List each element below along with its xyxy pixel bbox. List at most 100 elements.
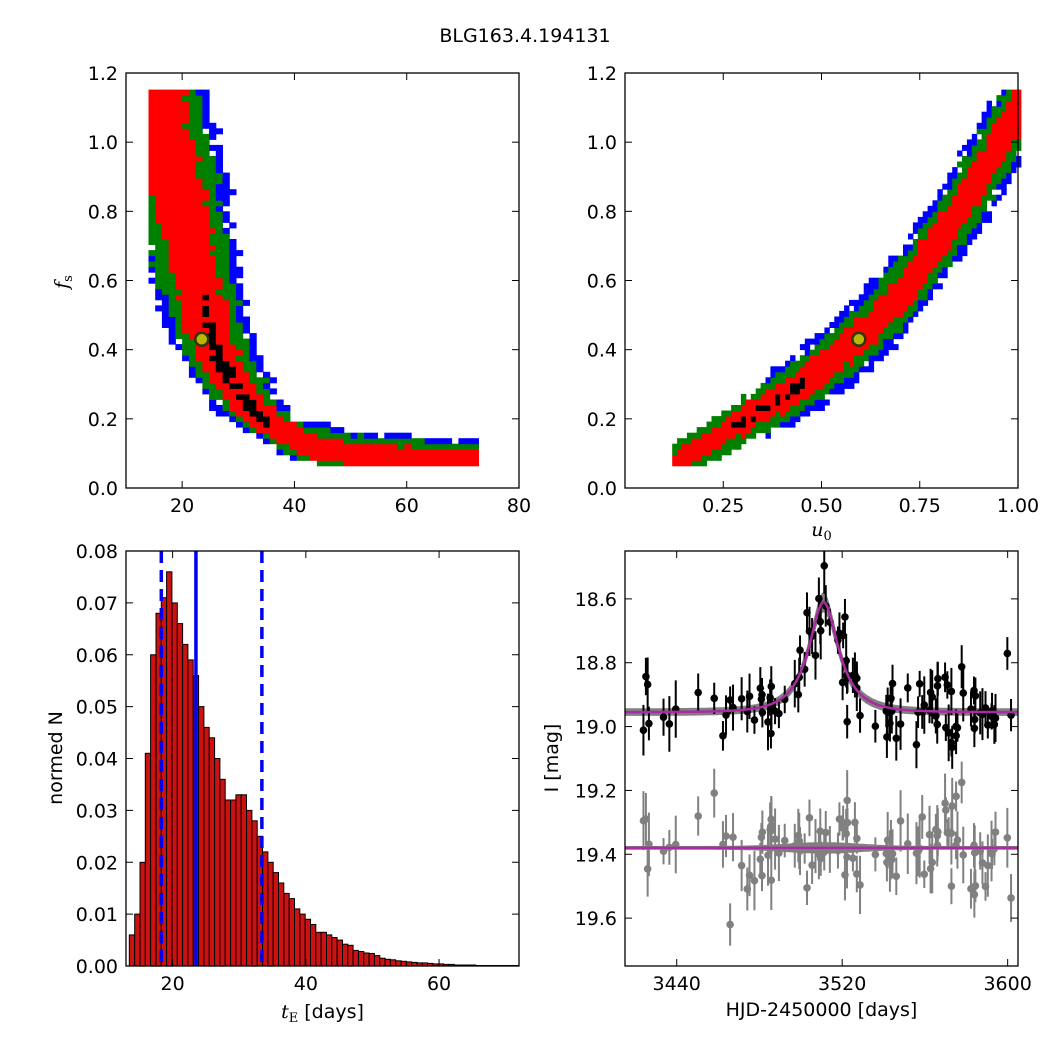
photometry-point: [722, 711, 730, 719]
sigma1-cell: [168, 189, 176, 196]
sigma1-cell: [236, 349, 244, 356]
sigma2-cell: [770, 416, 776, 423]
sigma1-cell: [155, 167, 163, 174]
sigma2-cell: [202, 167, 210, 174]
sigma1-cell: [310, 454, 318, 461]
residual-point: [671, 840, 680, 849]
sigma2-cell: [898, 316, 904, 323]
sigma3-cell: [222, 410, 230, 417]
sigma3-cell: [853, 377, 860, 384]
sigma1-cell: [269, 416, 277, 423]
sigma2-cell: [883, 333, 889, 340]
sigma2-cell: [829, 377, 835, 384]
sigma1-cell: [922, 239, 929, 245]
sigma1-cell: [155, 172, 163, 179]
sigma2-cell: [209, 200, 217, 207]
sigma2-cell: [364, 438, 372, 445]
sigma1-cell: [1011, 122, 1017, 129]
sigma2-cell: [215, 172, 223, 179]
histogram-bar: [134, 913, 141, 967]
sigma2-cell: [858, 360, 865, 367]
sigma3-cell: [903, 244, 909, 251]
sigma1-cell: [966, 172, 973, 179]
sigma1-cell: [912, 288, 919, 295]
best-cell: [202, 294, 210, 301]
sigma2-cell: [726, 410, 732, 417]
sigma1-cell: [155, 183, 163, 190]
sigma1-cell: [195, 250, 203, 257]
sigma1-cell: [1001, 111, 1007, 118]
sigma3-cell: [222, 183, 230, 190]
sigma2-cell: [942, 261, 948, 268]
sigma1-cell: [168, 183, 176, 190]
sigma3-cell: [215, 189, 223, 196]
sigma3-cell: [370, 432, 378, 439]
sigma1-cell: [188, 283, 197, 290]
sigma2-cell: [323, 427, 331, 434]
sigma2-cell: [188, 106, 197, 113]
sigma1-cell: [303, 449, 311, 456]
sigma1-cell: [863, 327, 870, 334]
sigma2-cell: [991, 178, 997, 185]
sigma1-cell: [182, 327, 190, 334]
sigma1-cell: [215, 283, 223, 290]
sigma2-cell: [202, 139, 210, 146]
sigma1-cell: [917, 261, 924, 268]
sigma2-cell: [236, 299, 244, 306]
sigma1-cell: [316, 454, 325, 461]
sigma3-cell: [863, 288, 870, 295]
sigma2-cell: [337, 460, 345, 467]
sigma1-cell: [175, 200, 183, 207]
sigma1-cell: [444, 460, 453, 467]
sigma1-cell: [370, 460, 378, 467]
panel-tE-histogram: 20 40 600.000.010.020.030.040.050.060.070.…: [45, 541, 520, 1026]
sigma1-cell: [682, 454, 688, 461]
sigma1-cell: [750, 410, 757, 417]
sigma3-cell: [323, 421, 331, 428]
sigma1-cell: [981, 178, 987, 185]
sigma1-cell: [168, 111, 176, 118]
sigma1-cell: [696, 438, 703, 445]
sigma2-cell: [976, 128, 983, 135]
sigma1-cell: [195, 255, 203, 262]
sigma1-cell: [893, 305, 899, 312]
best-cell: [242, 393, 250, 400]
sigma1-cell: [202, 216, 210, 223]
sigma1-cell: [188, 272, 197, 279]
sigma2-cell: [155, 283, 163, 290]
residual-point: [1007, 894, 1015, 902]
sigma2-cell: [155, 272, 163, 279]
sigma2-cell: [878, 283, 884, 290]
residual-point: [970, 890, 979, 899]
sigma2-cell: [377, 438, 385, 445]
sigma3-cell: [883, 338, 889, 345]
posterior-cells: [672, 89, 1022, 467]
sigma2-cell: [770, 421, 776, 428]
sigma2-cell: [672, 443, 678, 450]
sigma2-cell: [819, 393, 825, 400]
sigma3-cell: [873, 355, 879, 362]
sigma1-cell: [706, 432, 712, 439]
sigma2-cell: [736, 432, 742, 439]
histogram-bar: [128, 934, 136, 967]
sigma1-cell: [721, 421, 727, 428]
sigma2-cell: [849, 310, 855, 317]
sigma1-cell: [438, 454, 446, 461]
sigma1-cell: [858, 349, 865, 356]
sigma1-cell: [182, 266, 190, 273]
sigma2-cell: [357, 438, 365, 445]
sigma3-cell: [853, 299, 860, 306]
sigma1-cell: [888, 299, 894, 306]
sigma1-cell: [195, 299, 203, 306]
sigma2-cell: [966, 227, 973, 234]
sigma1-cell: [922, 244, 929, 251]
sigma2-cell: [242, 421, 250, 428]
sigma3-cell: [263, 438, 271, 445]
sigma2-cell: [175, 288, 183, 295]
sigma2-cell: [215, 227, 223, 234]
sigma3-cell: [937, 283, 943, 290]
sigma1-cell: [188, 299, 197, 306]
sigma1-cell: [775, 405, 781, 411]
sigma1-cell: [155, 211, 163, 218]
sigma2-cell: [868, 305, 875, 312]
